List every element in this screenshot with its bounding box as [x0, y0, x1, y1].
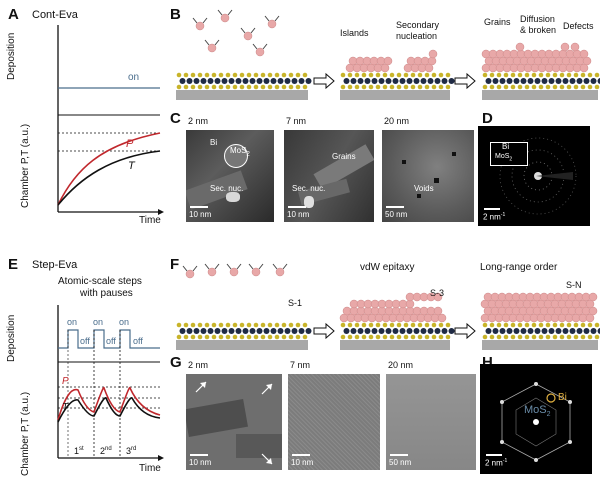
c2-grains-label: Grains — [332, 152, 356, 161]
g2-thickness: 7 nm — [290, 360, 311, 370]
panel-letter-c: C — [170, 110, 181, 127]
h-bi-label: Bi — [558, 392, 567, 403]
panel-letter-b: B — [170, 6, 181, 23]
d-diffraction — [478, 126, 590, 226]
d-legend-box — [490, 142, 528, 166]
d-scale-label: 2 nm-1 — [483, 212, 506, 222]
c3-voids-label: Voids — [414, 184, 434, 193]
c2-thickness: 7 nm — [286, 116, 307, 126]
panel-letter-a: A — [8, 6, 19, 23]
c1-bi-label: Bi — [210, 138, 218, 147]
g3-thickness: 20 nm — [388, 360, 414, 370]
panel-e-step-1: 1st — [74, 446, 84, 456]
c3-scale-bar — [386, 206, 404, 208]
label-grains: Grains — [484, 17, 511, 27]
panel-a-title: Cont-Eva — [32, 9, 78, 21]
c3-micrograph — [382, 130, 474, 222]
panel-a-x-label: Time — [139, 215, 161, 226]
d-scale-bar — [484, 208, 500, 210]
c2-scale-label: 10 nm — [287, 210, 310, 219]
c2-scale-bar — [288, 206, 306, 208]
stage-3-substrate — [481, 42, 600, 100]
label-s1: S-1 — [288, 298, 303, 308]
c1-mos2-label: MoS2 — [230, 146, 250, 158]
g3-scale-bar — [390, 454, 408, 456]
panel-e-off-3: off — [133, 336, 143, 346]
panel-letter-f: F — [170, 256, 180, 273]
label-diffusion: Diffusion — [520, 14, 555, 24]
c1-thickness: 2 nm — [188, 116, 209, 126]
panel-e-steps-line1: Atomic-scale steps — [58, 276, 142, 287]
label-nucleation: nucleation — [396, 31, 438, 41]
panel-e-off-2: off — [106, 336, 116, 346]
h-diffraction-pattern — [500, 382, 572, 462]
label-lro: Long-range order — [480, 262, 558, 273]
f-stage-3 — [480, 292, 600, 350]
c2-micrograph — [284, 130, 374, 222]
c1-micrograph — [186, 130, 274, 222]
f-stage-1 — [176, 263, 312, 350]
panel-e-y-bottom-label: Chamber P,T (a.u.) — [20, 391, 31, 476]
panel-letter-h: H — [482, 354, 493, 371]
panel-a-t-label: T — [128, 160, 135, 172]
panel-e-off-1: off — [80, 336, 90, 346]
h-scale-bar — [486, 454, 502, 456]
panel-a-on-label: on — [128, 72, 140, 83]
panel-letter-g: G — [170, 354, 182, 371]
g1-scale-bar — [190, 454, 208, 456]
panel-e-step-2: 2nd — [100, 446, 112, 456]
panel-e-plot — [57, 305, 164, 461]
panel-e-p-label: P — [62, 376, 69, 387]
panel-e-on-2: on — [93, 317, 104, 327]
g2-scale-bar — [292, 454, 310, 456]
c1-scale-bar — [190, 206, 208, 208]
stage-2-substrate — [340, 49, 455, 100]
panel-a-plot — [57, 25, 164, 215]
arrow-f2 — [454, 322, 476, 340]
c2-secnuc-label: Sec. nuc. — [292, 184, 326, 193]
label-broken: & broken — [520, 25, 557, 35]
arrow-b1 — [313, 72, 335, 90]
panel-b-schematic — [176, 9, 600, 100]
g1-micrograph — [186, 374, 282, 470]
g3-scale-label: 50 nm — [389, 458, 412, 467]
d-diffraction-pattern — [499, 137, 577, 215]
panel-letter-e: E — [8, 256, 19, 273]
arrow-b2 — [454, 72, 476, 90]
arrow-f1 — [313, 322, 335, 340]
label-islands: Islands — [340, 28, 369, 38]
c1-scale-label: 10 nm — [189, 210, 212, 219]
label-sn: S-N — [566, 280, 582, 290]
panel-e-t-label: T — [62, 402, 69, 413]
panel-e-y-top-label: Deposition — [6, 314, 17, 362]
panel-f-schematic — [176, 263, 600, 350]
panel-e-title: Step-Eva — [32, 259, 78, 271]
c1-secnuc-label: Sec. nuc. — [210, 184, 244, 193]
c3-thickness: 20 nm — [384, 116, 410, 126]
panel-e-steps-line2: with pauses — [80, 288, 133, 299]
h-scale-label: 2 nm-1 — [485, 458, 508, 468]
label-s3: S-3 — [430, 288, 445, 298]
panel-a-p-label: P — [126, 138, 134, 150]
f-stage-2 — [339, 292, 455, 350]
c3-scale-label: 50 nm — [385, 210, 408, 219]
panel-a-y-bottom-label: Chamber P,T (a.u.) — [20, 123, 31, 208]
stage-1-substrate — [176, 9, 312, 100]
d-bi-label: Bi — [502, 142, 510, 151]
label-defects: Defects — [563, 21, 594, 31]
panel-a-y-top-label: Deposition — [6, 32, 17, 80]
h-mos2-label: MoS2 — [524, 404, 551, 419]
panel-e-x-label: Time — [139, 463, 161, 474]
g1-scale-label: 10 nm — [189, 458, 212, 467]
d-mos2-label: MoS2 — [495, 153, 513, 163]
g2-scale-label: 10 nm — [291, 458, 314, 467]
panel-e-step-3: 3rd — [126, 446, 137, 456]
g1-thickness: 2 nm — [188, 360, 209, 370]
panel-e-on-1: on — [67, 317, 78, 327]
panel-letter-d: D — [482, 110, 493, 127]
label-secondary: Secondary — [396, 20, 440, 30]
label-vdw: vdW epitaxy — [360, 262, 415, 273]
panel-e-on-3: on — [119, 317, 130, 327]
